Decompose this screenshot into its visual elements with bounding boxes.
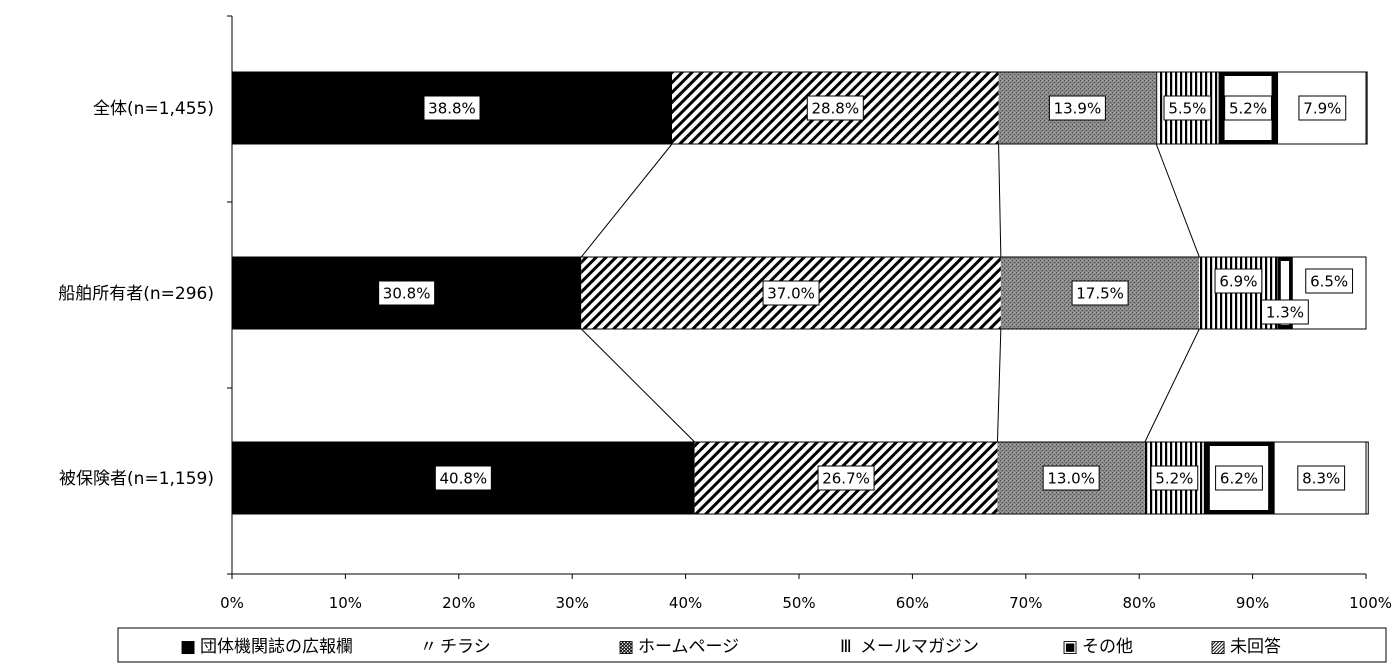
data-label: 30.8% [383,285,431,303]
category-label: 被保険者(n=1,159) [59,469,214,489]
data-label: 7.9% [1303,100,1341,118]
legend-label: 団体機関誌の広報欄 [200,637,353,657]
series-connector-line [580,328,696,443]
legend-items: ■ 団体機関誌の広報欄 〃チラシ ▩ ホームページ Ⅲ メールマガジン ▣ その他 ▨ 未回答 [180,637,1281,657]
data-label: 17.5% [1076,285,1124,303]
data-label-box [1261,299,1309,325]
legend-swatch-icon: 〃 [420,637,437,657]
legend-label: その他 [1082,637,1133,657]
category-label: 全体(n=1,455) [93,99,214,119]
bar-segment-inner [1280,261,1290,325]
data-label-box [1297,465,1346,491]
data-label-box [1150,465,1199,491]
data-label-box [1298,95,1347,121]
data-label: 6.5% [1310,273,1348,291]
legend-swatch-icon: ▩ [618,637,634,657]
x-tick-label: 100% [1349,594,1392,612]
x-tick-label: 20% [442,594,475,612]
category-labels-layer: 全体(n=1,455) 船舶所有者(n=296) 被保険者(n=1,159) [58,99,214,489]
data-label: 26.7% [822,470,870,488]
data-label-box [434,465,492,491]
data-label: 5.2% [1155,470,1193,488]
data-label: 6.9% [1219,273,1257,291]
x-tick-label: 60% [896,594,929,612]
x-tick-label: 70% [1009,594,1042,612]
series-connector-line [580,143,673,258]
data-label-box [817,465,875,491]
data-label-box [1071,280,1129,306]
data-label-box [423,95,481,121]
legend-swatch-icon: Ⅲ [840,637,852,657]
data-label: 1.3% [1266,304,1304,322]
x-tick-label: 50% [782,594,815,612]
data-label-box [1224,95,1272,121]
data-label-box [762,280,820,306]
data-label-box [378,280,436,306]
legend-label: 未回答 [1230,637,1281,657]
legend-frame [117,627,1387,663]
data-label-box [1163,95,1212,121]
legend-label: チラシ [440,637,491,657]
series-connector-line [996,328,1002,443]
data-label-box [806,95,864,121]
bar-outline [231,441,1367,515]
x-tick-label: 10% [329,594,362,612]
legend-label: メールマガジン [860,637,979,657]
x-tick-label: 30% [556,594,589,612]
data-label-box [1215,465,1263,491]
x-tick-label: 80% [1123,594,1156,612]
data-label: 38.8% [428,100,476,118]
data-label-box [1042,465,1100,491]
x-tick-label: 0% [220,594,244,612]
data-label: 5.5% [1168,100,1206,118]
data-label: 6.2% [1220,470,1258,488]
data-label-box [1048,95,1106,121]
legend: ■ 団体機関誌の広報欄 〃チラシ ▩ ホームページ Ⅲ メールマガジン ▣ その他 ▨ 未回答 [117,627,1387,663]
x-tick-label: 90% [1236,594,1269,612]
category-label: 船舶所有者(n=296) [58,284,214,304]
x-tick-label: 40% [669,594,702,612]
data-label: 13.9% [1054,100,1102,118]
legend-swatch-icon: ▨ [1210,637,1226,657]
bar-outline [231,71,1367,145]
data-label: 5.2% [1229,100,1267,118]
legend-label: ホームページ [638,637,739,657]
data-label: 37.0% [767,285,815,303]
series-connector-lines [580,143,1200,443]
bar-outline [231,256,1367,330]
data-label-box [1214,268,1263,294]
series-connector-line [998,143,1002,258]
data-label: 28.8% [811,100,859,118]
x-tick-labels-layer: 0% 10% 20% 30% 40% 50% 60% 70% 80% 90% 100% [220,594,1392,612]
legend-swatch-icon: ▣ [1062,637,1078,657]
data-label-box [1305,268,1354,294]
data-label: 8.3% [1302,470,1340,488]
legend-swatch-icon: ■ [180,637,196,657]
series-connector-line [1155,143,1200,258]
data-label: 40.8% [440,470,488,488]
series-connector-line [1144,328,1200,443]
data-label: 13.0% [1047,470,1095,488]
data-labels-layer: 38.8% 28.8% 13.9% 5.5% 5.2% 7.9% 30.8% 37.0% 17.… [378,95,1354,491]
